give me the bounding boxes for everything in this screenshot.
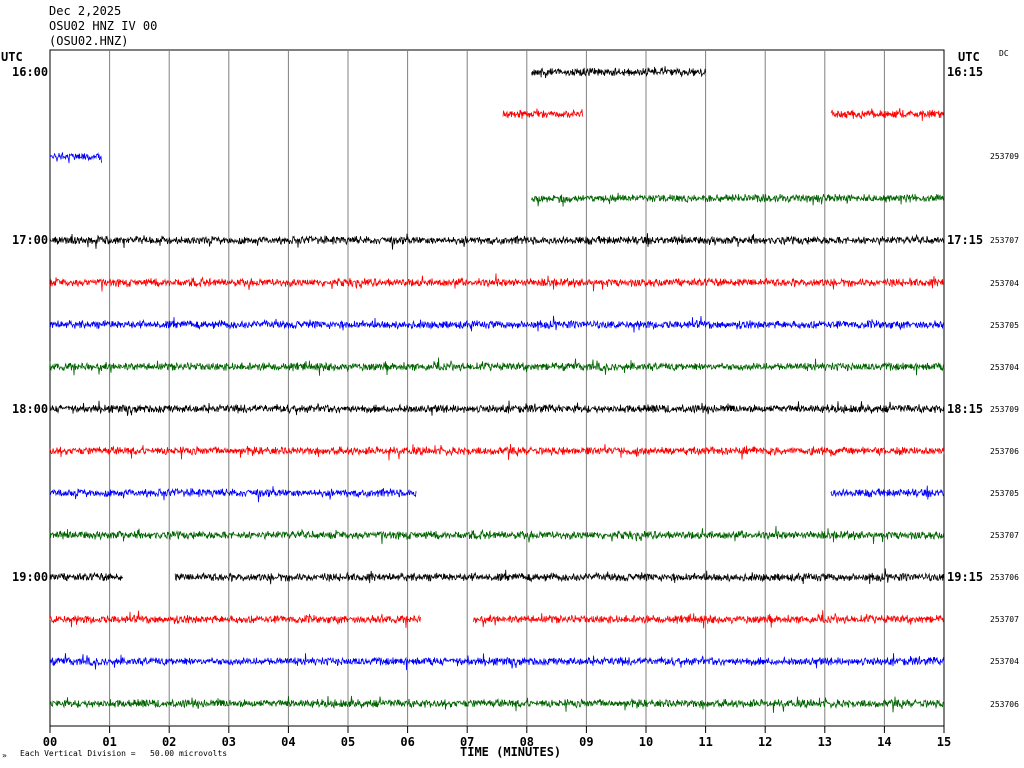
dc-offset-value: 253704	[990, 657, 1019, 667]
x-tick-label: 11	[698, 735, 713, 749]
trace-green-row-3	[531, 192, 944, 207]
row-time-left: 17:00	[12, 233, 49, 248]
helicorder-traces	[49, 66, 945, 713]
trace-black-row-0	[531, 66, 706, 79]
dc-label: DC	[999, 49, 1009, 58]
x-tick-label: 08	[519, 735, 535, 749]
x-tick-label: 12	[757, 735, 773, 749]
row-time-right: 18:15	[947, 401, 984, 416]
x-tick-label: 10	[638, 735, 654, 749]
trace-black-row-12	[174, 568, 945, 585]
x-tick-label: 04	[281, 735, 296, 749]
row-time-right: 16:15	[947, 65, 984, 79]
x-axis-ticks	[49, 726, 945, 733]
x-tick-label: 00	[42, 735, 58, 749]
dc-offset-value: 253705	[990, 489, 1019, 498]
dc-offset-value: 253704	[990, 278, 1019, 288]
left-utc-label: UTC	[1, 50, 23, 64]
right-utc-label: UTC	[958, 50, 980, 64]
x-tick-label: 03	[221, 735, 237, 749]
x-tick-label: 13	[817, 735, 833, 749]
x-tick-label: 06	[400, 735, 415, 749]
footer-mark: »	[2, 751, 7, 760]
x-tick-label: 01	[102, 735, 117, 749]
trace-blue-row-14	[49, 653, 945, 671]
plot-frame	[49, 49, 945, 727]
trace-black-row-4	[49, 233, 945, 250]
trace-green-row-15	[49, 695, 945, 713]
trace-red-row-1	[502, 108, 584, 119]
trace-black-row-12	[49, 571, 124, 582]
trace-green-row-7	[49, 357, 945, 376]
x-tick-label: 09	[579, 735, 594, 749]
row-time-left: 18:00	[12, 401, 49, 416]
dc-offset-value: 253706	[990, 573, 1019, 583]
dc-offset-value: 253709	[990, 404, 1019, 414]
trace-red-row-13	[49, 610, 421, 628]
trace-black-row-8	[49, 400, 945, 416]
minute-gridlines	[109, 50, 885, 726]
trace-green-row-11	[49, 525, 945, 545]
footer-scale-note: Each Vertical Division = 50.00 microvolt…	[20, 749, 228, 758]
dc-offset-value: 253704	[990, 362, 1019, 372]
row-time-right: 19:15	[947, 570, 984, 585]
dc-offset-value: 253705	[990, 320, 1019, 330]
trace-blue-row-2	[49, 152, 102, 164]
header-code: (OSU02.HNZ)	[49, 34, 129, 48]
x-axis-title: TIME (MINUTES)	[460, 745, 562, 759]
x-tick-label: 02	[161, 735, 177, 749]
row-time-right: 17:15	[947, 233, 984, 248]
trace-red-row-13	[472, 610, 945, 629]
trace-blue-row-6	[49, 315, 945, 333]
dc-offset-value: 253709	[990, 152, 1019, 162]
trace-red-row-1	[830, 108, 945, 121]
trace-blue-row-10	[49, 486, 417, 503]
header-date: Dec 2,2025	[49, 4, 122, 18]
row-time-left: 16:00	[12, 65, 49, 79]
x-tick-label: 14	[877, 735, 892, 749]
trace-red-row-9	[49, 443, 945, 461]
dc-offset-value: 253706	[990, 699, 1019, 709]
x-tick-label: 07	[459, 735, 475, 749]
row-time-left: 19:00	[12, 570, 49, 585]
trace-red-row-5	[49, 273, 945, 292]
trace-blue-row-10	[830, 485, 945, 500]
dc-offset-value: 253707	[990, 531, 1019, 541]
x-tick-label: 05	[340, 735, 356, 749]
header-station: OSU02 HNZ IV 00	[49, 19, 158, 33]
dc-offset-value: 253707	[990, 615, 1019, 625]
dc-offset-value: 253707	[990, 236, 1019, 246]
x-tick-label: 15	[936, 735, 952, 749]
dc-offset-value: 253706	[990, 446, 1019, 456]
